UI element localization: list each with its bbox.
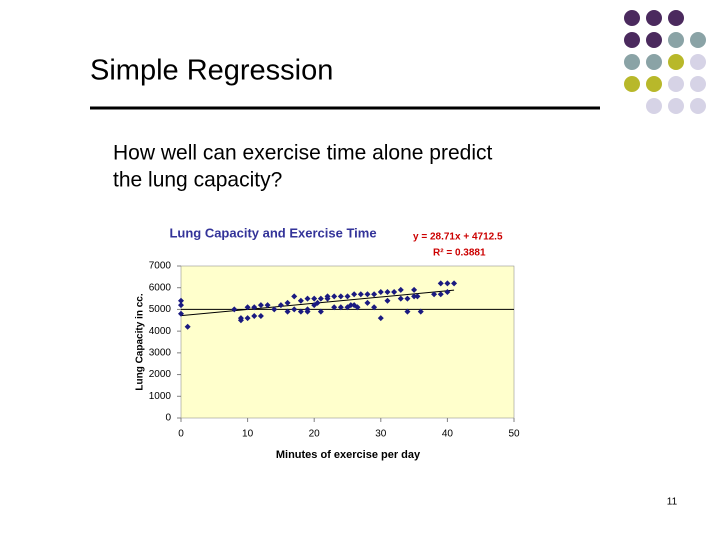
point [397, 295, 404, 302]
x-tick-label: 40 [442, 429, 454, 440]
point [178, 302, 184, 309]
point [377, 315, 384, 322]
point [414, 293, 421, 300]
x-tick-label: 30 [375, 429, 387, 440]
point [271, 306, 278, 313]
point [364, 299, 371, 306]
point [437, 291, 444, 298]
plot-area [180, 265, 515, 419]
point [347, 302, 354, 309]
point [384, 289, 391, 296]
chart-title: Lung Capacity and Exercise Time [169, 225, 376, 240]
point [444, 280, 451, 287]
point [391, 289, 398, 296]
point [251, 312, 258, 319]
point [371, 304, 378, 311]
x-tick-label: 0 [178, 429, 184, 440]
point [317, 295, 324, 302]
point [284, 308, 291, 315]
point [344, 293, 351, 300]
point [264, 302, 271, 309]
point [411, 286, 418, 293]
point [178, 297, 184, 304]
point [364, 291, 371, 298]
y-tick-label: 1000 [149, 391, 172, 402]
point [277, 302, 284, 309]
slide-title: Simple Regression [90, 55, 333, 87]
point [304, 308, 311, 315]
point [244, 315, 251, 322]
point [371, 291, 378, 298]
point [304, 295, 311, 302]
point [337, 304, 344, 311]
body-text: the lung capacity? [113, 169, 282, 192]
y-tick-label: 4000 [149, 326, 172, 337]
point [284, 299, 291, 306]
point [178, 310, 184, 317]
x-tick-label: 10 [242, 429, 254, 440]
page-number: 11 [667, 497, 678, 508]
point [377, 289, 384, 296]
point [357, 291, 364, 298]
point [444, 289, 451, 296]
annotation: y = 28.71x + 4712.5 [413, 232, 503, 243]
y-tick-label: 6000 [149, 282, 172, 293]
point [251, 304, 258, 311]
point [291, 293, 298, 300]
point [411, 293, 418, 300]
point [244, 304, 251, 311]
x-tick-label: 50 [508, 429, 520, 440]
point [257, 312, 264, 319]
point [337, 293, 344, 300]
point [451, 280, 458, 287]
point [184, 323, 191, 330]
point [331, 293, 338, 300]
y-tick-label: 3000 [149, 347, 172, 358]
point [417, 308, 424, 315]
point [237, 317, 244, 324]
x-tick-label: 20 [309, 429, 321, 440]
point [257, 302, 264, 309]
point [437, 280, 444, 287]
point [314, 299, 321, 306]
point [297, 297, 304, 304]
y-tick-label: 2000 [149, 369, 172, 380]
point [351, 291, 358, 298]
point [354, 304, 361, 311]
point [324, 295, 331, 302]
point [311, 295, 318, 302]
y-axis-label: Lung Capacity in cc. [135, 293, 146, 390]
x-axis-label: Minutes of exercise per day [276, 449, 421, 461]
point [404, 295, 411, 302]
point [231, 306, 238, 313]
decoration [624, 10, 706, 114]
point [331, 304, 338, 311]
y-tick-label: 7000 [149, 261, 172, 272]
annotation: R² = 0.3881 [433, 248, 486, 259]
point [317, 308, 324, 315]
point [384, 297, 391, 304]
point [297, 308, 304, 315]
body-text: How well can exercise time alone predict [113, 142, 492, 165]
point [397, 286, 404, 293]
point [431, 291, 438, 298]
point [404, 308, 411, 315]
y-tick-label: 0 [165, 413, 171, 424]
y-tick-label: 5000 [149, 304, 172, 315]
point [291, 306, 298, 313]
